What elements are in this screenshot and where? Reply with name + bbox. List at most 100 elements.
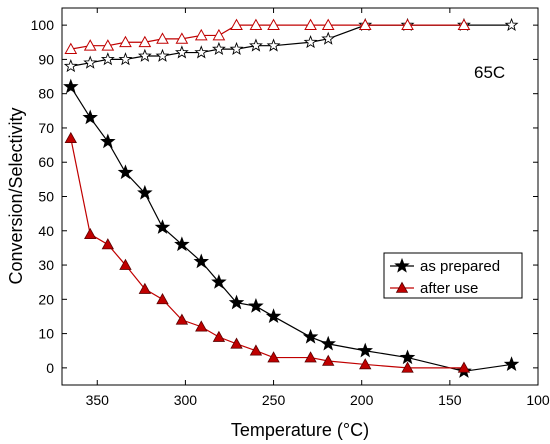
data-point — [321, 18, 335, 31]
data-point — [100, 133, 116, 149]
series-2-selectivity — [63, 17, 519, 73]
x-tick-label: 150 — [438, 392, 462, 408]
data-point — [265, 308, 282, 324]
legend-symbols — [390, 257, 414, 293]
data-point — [320, 335, 336, 351]
data-point — [457, 361, 471, 373]
data-point — [212, 28, 226, 41]
y-tick-label: 10 — [38, 326, 54, 342]
data-point — [100, 52, 115, 66]
legend: as prepared after use — [383, 252, 523, 299]
legend-box — [383, 252, 523, 299]
data-point — [303, 34, 318, 49]
x-tick-label: 300 — [174, 392, 198, 408]
data-point — [154, 219, 171, 234]
data-point — [401, 361, 414, 373]
data-point — [194, 45, 209, 59]
data-point — [63, 78, 79, 94]
data-point — [195, 320, 208, 332]
data-point — [193, 253, 210, 269]
data-point — [358, 18, 372, 31]
plot-frame — [61, 7, 539, 386]
data-point — [137, 184, 153, 200]
data-point — [503, 356, 520, 372]
data-point — [230, 337, 243, 349]
x-axis-title: Temperature (°C) — [231, 420, 369, 440]
legend-marker-as-prepared — [394, 257, 410, 273]
data-point — [321, 31, 336, 45]
data-point — [137, 48, 152, 62]
legend-label-as-prepared: as prepared — [420, 258, 500, 275]
data-point — [156, 32, 169, 44]
data-point — [83, 55, 98, 69]
data-point — [248, 298, 264, 313]
data-point — [230, 18, 243, 31]
data-point — [248, 38, 263, 52]
data-point — [211, 41, 226, 56]
data-point — [322, 354, 335, 366]
annotation-65c: 65C — [474, 63, 505, 82]
data-point — [401, 18, 414, 31]
data-point — [504, 17, 519, 32]
data-point — [174, 236, 190, 252]
data-point — [302, 328, 319, 344]
data-point — [82, 109, 98, 125]
data-point — [84, 227, 97, 240]
data-point — [138, 282, 152, 294]
y-tick-label: 90 — [38, 51, 54, 67]
data-point — [118, 52, 133, 66]
data-point — [101, 238, 115, 250]
data-point — [357, 342, 373, 358]
y-tick-label: 70 — [38, 120, 54, 136]
series-1-conversion — [64, 131, 471, 373]
data-point — [211, 274, 227, 289]
data-point — [83, 39, 97, 51]
x-tick-label: 350 — [86, 392, 110, 408]
data-point — [457, 18, 471, 31]
data-point — [304, 18, 317, 31]
data-point — [304, 351, 317, 363]
data-point — [119, 35, 132, 48]
series-line — [70, 24, 512, 67]
data-point — [359, 358, 372, 370]
data-point — [229, 41, 244, 56]
data-point — [175, 32, 189, 44]
data-point — [119, 258, 132, 270]
series-layer — [63, 17, 520, 378]
y-tick-label: 80 — [38, 86, 54, 102]
data-point — [249, 344, 263, 356]
y-tick-label: 30 — [38, 257, 54, 273]
legend-marker-after-use — [395, 281, 409, 293]
data-point — [267, 18, 280, 31]
data-point — [138, 35, 152, 48]
data-point — [156, 292, 169, 305]
y-axis-title: Conversion/Selectivity — [6, 107, 26, 284]
series-0-conversion — [63, 78, 520, 378]
y-tick-label: 50 — [38, 189, 54, 205]
x-tick-label: 100 — [526, 392, 550, 408]
data-point — [64, 42, 78, 55]
data-point — [174, 45, 189, 59]
data-point — [117, 164, 134, 180]
data-point — [266, 38, 281, 52]
data-point — [267, 351, 280, 363]
y-tick-label: 20 — [38, 291, 54, 307]
series-3-selectivity — [64, 18, 471, 55]
data-point — [63, 58, 78, 73]
x-tick-label: 250 — [262, 392, 286, 408]
series-line — [70, 86, 512, 372]
y-tick-label: 60 — [38, 154, 54, 170]
y-tick-label: 40 — [38, 223, 54, 239]
axis-ticks: 350 300 250 200 150 100 0 10 20 30 40 50 60 70 80 90 100 — [31, 8, 550, 408]
data-point — [249, 18, 263, 31]
y-tick-label: 0 — [46, 360, 54, 376]
data-point — [175, 313, 189, 325]
data-point — [101, 39, 115, 51]
data-point — [64, 131, 77, 144]
data-point — [212, 330, 226, 342]
data-point — [399, 349, 416, 365]
data-point — [194, 28, 208, 41]
data-point — [228, 294, 245, 310]
data-point — [155, 48, 170, 62]
